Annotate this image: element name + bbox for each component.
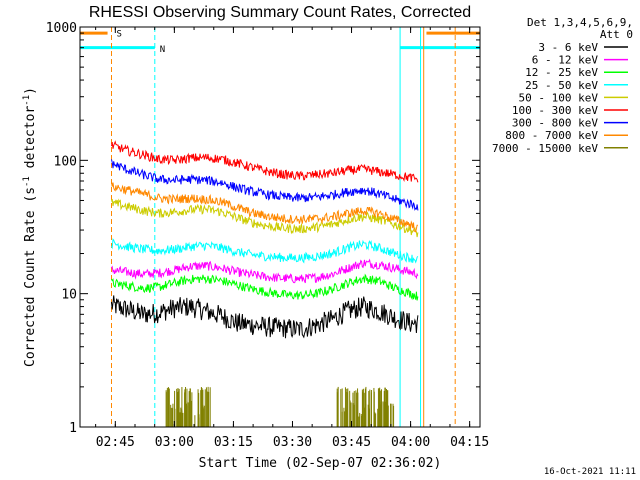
series-line <box>111 140 419 183</box>
legend-header: Att 0 <box>600 28 633 41</box>
plot-frame <box>79 26 481 428</box>
chart-title: RHESSI Observing Summary Count Rates, Co… <box>89 4 471 21</box>
legend-entry-label: 3 - 6 keV <box>538 41 598 54</box>
legend-entry-label: 800 - 7000 keV <box>505 129 598 142</box>
legend-entry-label: 7000 - 15000 keV <box>492 142 598 155</box>
axis-layer: 02:45 03:00 03:15 03:30 03:45 04:00 04:15 1 10 10… <box>46 21 490 450</box>
y-axis-label-part: Corrected Count Rate (s <box>23 187 38 367</box>
legend-entry-label: 6 - 12 keV <box>532 54 599 67</box>
legend-entry-label: 50 - 100 keV <box>519 91 599 104</box>
y-axis-label: Corrected Count Rate (s-1 detector-1) <box>22 87 38 367</box>
series-line <box>111 273 419 301</box>
x-tick-label: 03:15 <box>214 435 253 450</box>
saa-label: S <box>116 29 121 39</box>
x-tick-label: 03:45 <box>332 435 371 450</box>
y-axis-label-exponent: -1 <box>22 176 32 187</box>
series-800-7000-kev <box>111 181 418 233</box>
legend-entry-label: 100 - 300 keV <box>512 104 598 117</box>
y-axis-label-part: detector <box>23 106 38 177</box>
series-25-50-kev <box>111 238 419 264</box>
series-line <box>111 198 419 238</box>
y-axis-label-part: ) <box>23 87 38 95</box>
series-line <box>111 181 418 233</box>
y-tick-label: 100 <box>54 154 77 169</box>
series-line <box>111 258 419 284</box>
y-tick-label: 1000 <box>46 21 77 36</box>
x-tick-label: 03:30 <box>273 435 312 450</box>
plot-timestamp: 16-Oct-2021 11:11 <box>544 467 636 477</box>
night-label: N <box>160 45 165 55</box>
series-line <box>111 159 419 211</box>
legend-header: Det 1,3,4,5,6,9, <box>527 16 633 29</box>
x-axis-label: Start Time (02-Sep-07 02:36:02) <box>199 456 442 471</box>
y-tick-label: 10 <box>61 288 77 303</box>
y-axis-label-exponent: -1 <box>22 95 32 106</box>
series-layer <box>111 140 419 427</box>
series-100-300-kev <box>111 140 419 183</box>
series-12-25-kev <box>111 273 419 301</box>
series-300-800-kev <box>111 159 419 211</box>
y-tick-label: 1 <box>69 421 77 436</box>
series-50-100-kev <box>111 198 419 238</box>
series-3-6-kev <box>111 295 419 339</box>
x-tick-label: 03:00 <box>155 435 194 450</box>
x-tick-label: 04:00 <box>391 435 430 450</box>
series-6-12-kev <box>111 258 419 284</box>
legend-entry-label: 25 - 50 keV <box>525 79 598 92</box>
x-tick-label: 04:15 <box>450 435 489 450</box>
series-7000-15000-kev <box>165 386 395 427</box>
x-tick-label: 02:45 <box>96 435 135 450</box>
legend-entry-label: 300 - 800 keV <box>512 117 598 130</box>
legend-entry-label: 12 - 25 keV <box>525 66 598 79</box>
series-line <box>111 295 419 339</box>
series-line <box>111 238 419 264</box>
